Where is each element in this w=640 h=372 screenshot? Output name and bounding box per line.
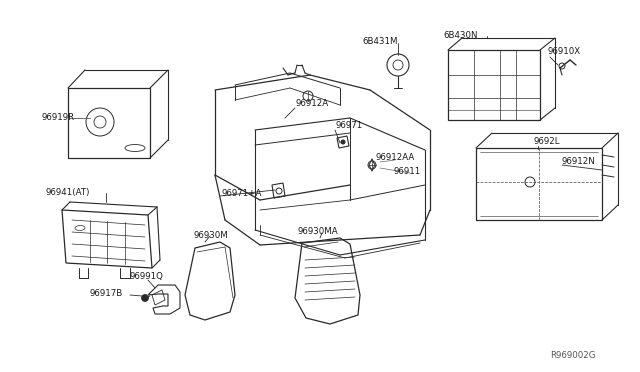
Text: 6B430N: 6B430N — [443, 31, 477, 39]
Text: 96941(AT): 96941(AT) — [45, 189, 90, 198]
Text: 96912AA: 96912AA — [375, 154, 414, 163]
Text: 96910X: 96910X — [548, 48, 581, 57]
Text: 96919R: 96919R — [42, 113, 75, 122]
Text: 96912N: 96912N — [562, 157, 596, 167]
Circle shape — [341, 140, 345, 144]
Circle shape — [141, 295, 148, 301]
Text: 96930MA: 96930MA — [298, 228, 339, 237]
Text: 9692L: 9692L — [534, 138, 561, 147]
Text: 96930M: 96930M — [194, 231, 228, 240]
Text: 96971+A: 96971+A — [222, 189, 262, 198]
Text: 96917B: 96917B — [90, 289, 124, 298]
Text: 6B431M: 6B431M — [362, 38, 397, 46]
Text: 96912A: 96912A — [296, 99, 329, 109]
Text: 96991Q: 96991Q — [130, 272, 164, 280]
Text: 96971: 96971 — [336, 121, 364, 129]
Text: 96911: 96911 — [393, 167, 420, 176]
Text: R969002G: R969002G — [550, 350, 596, 359]
